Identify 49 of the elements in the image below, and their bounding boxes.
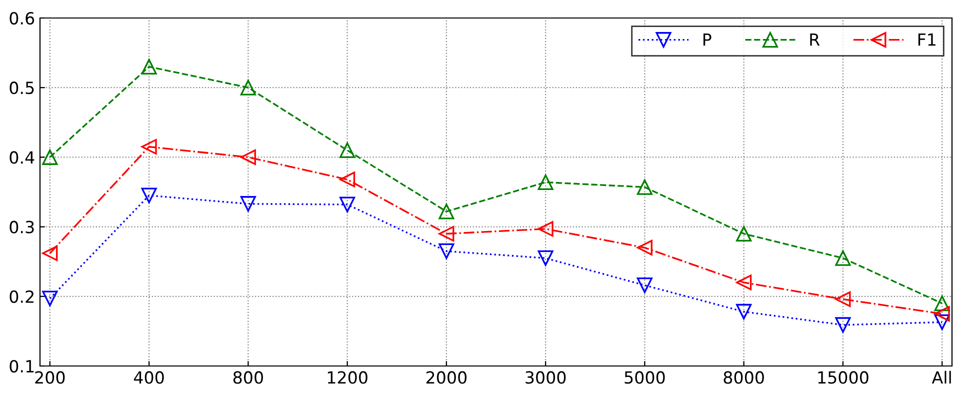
y-tick-label: 0.4 — [10, 151, 34, 164]
legend-label: P — [703, 34, 712, 46]
point — [538, 174, 554, 190]
point — [736, 226, 752, 242]
x-tick-label: 15000 — [818, 371, 868, 384]
point — [340, 172, 356, 188]
x-tick-label: 2000 — [426, 371, 467, 384]
point — [141, 188, 157, 204]
x-tick-label: 5000 — [624, 371, 665, 384]
point — [438, 226, 454, 242]
point — [240, 80, 256, 96]
point — [736, 274, 752, 290]
legend-label: F1 — [918, 34, 936, 46]
point — [42, 290, 58, 306]
x-tick-label: 400 — [134, 371, 164, 384]
point — [636, 179, 652, 195]
x-tick-label: All — [932, 370, 951, 384]
point — [835, 250, 851, 266]
point — [141, 58, 157, 74]
point — [835, 291, 851, 307]
y-tick-label: 0.6 — [10, 12, 34, 25]
point — [636, 277, 652, 294]
x-tick-label: 800 — [233, 371, 263, 384]
point — [438, 243, 454, 259]
point — [438, 204, 454, 220]
point — [934, 314, 950, 330]
point — [42, 149, 58, 165]
point — [538, 221, 554, 237]
point — [736, 304, 752, 320]
x-tick-label: 8000 — [724, 371, 764, 384]
point — [538, 250, 554, 266]
point — [42, 245, 58, 262]
point — [240, 149, 256, 165]
y-tick-label: 0.3 — [10, 220, 34, 234]
point — [835, 317, 851, 333]
y-tick-label: 0.5 — [10, 82, 34, 94]
point — [141, 138, 157, 155]
point — [240, 196, 256, 212]
point — [934, 306, 950, 322]
point — [340, 196, 356, 212]
point — [636, 240, 652, 256]
x-tick-label: 200 — [35, 371, 65, 384]
y-tick-label: 0.2 — [10, 290, 34, 303]
legend-label: R — [810, 34, 820, 46]
point — [340, 142, 356, 158]
x-tick-label: 3000 — [526, 371, 566, 384]
y-tick-label: 0.1 — [10, 360, 34, 373]
point — [934, 296, 950, 312]
x-tick-label: 1200 — [328, 371, 368, 384]
